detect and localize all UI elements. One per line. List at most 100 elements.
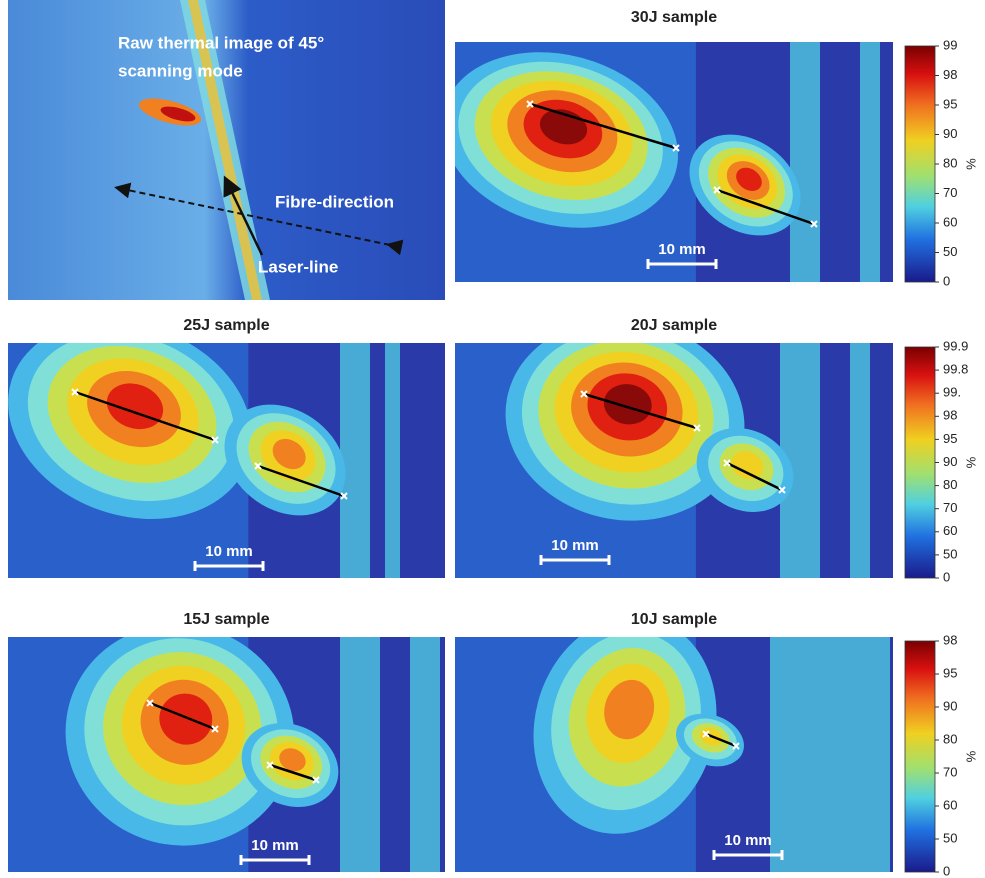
colorbar-unit: % <box>964 158 979 170</box>
scale-label: 10 mm <box>251 837 299 854</box>
crack-end <box>723 459 731 467</box>
colorbar-label: 50 <box>943 830 957 845</box>
crack-end <box>713 186 721 194</box>
scale-label: 10 mm <box>724 832 772 849</box>
colorbar-label: 98 <box>943 67 957 82</box>
crack-end <box>526 100 534 108</box>
heatmap <box>8 637 445 872</box>
colorbar-label: 70 <box>943 500 957 515</box>
colorbar-label: 80 <box>943 731 957 746</box>
edge-band <box>340 343 370 578</box>
colorbar-label: 90 <box>943 698 957 713</box>
scale-bar <box>193 561 265 571</box>
crack-end <box>266 761 274 769</box>
panel-title: 30J sample <box>631 9 717 26</box>
crack-end <box>146 699 154 707</box>
heatmap-panel: 10 mm 20J sample 99.9 99.8 99. 98 95 90 80 70 60 50… <box>455 317 979 584</box>
colorbar <box>904 45 936 283</box>
edge-band <box>340 637 380 872</box>
crack-end <box>211 436 219 444</box>
heatmap-panel: 10 mm 25J sample <box>8 317 445 578</box>
colorbar-unit: % <box>964 751 979 763</box>
scale-bar <box>646 259 718 269</box>
crack-line <box>257 464 345 498</box>
crack-end <box>810 220 818 228</box>
crack-line <box>726 461 783 492</box>
scale-bar <box>539 555 611 565</box>
colorbar-label: 95 <box>943 665 957 680</box>
panel-title: 25J sample <box>183 317 269 334</box>
colorbar-label: 80 <box>943 155 957 170</box>
crack-line <box>705 732 737 748</box>
colorbar-label: 99. <box>943 385 961 400</box>
colorbar-label: 98 <box>943 632 957 647</box>
contour <box>736 167 762 191</box>
crack-end <box>340 492 348 500</box>
panel-title: 15J sample <box>183 611 269 628</box>
scale-label: 10 mm <box>551 537 599 554</box>
hot-core <box>160 106 196 122</box>
contour <box>603 384 652 425</box>
contour <box>731 451 764 480</box>
panel-title: 10J sample <box>631 611 717 628</box>
crack-line <box>529 102 677 150</box>
colorbar-label: 50 <box>943 244 957 259</box>
crack-line <box>269 763 317 782</box>
crack-end <box>580 390 588 398</box>
crack-end <box>702 730 710 738</box>
laser-arrow <box>223 175 264 256</box>
heatmap <box>455 42 893 282</box>
heatmap <box>455 343 893 578</box>
colorbar-label: 90 <box>943 454 957 469</box>
heatmap <box>8 343 445 578</box>
colorbar-label: 60 <box>943 214 957 229</box>
colorbar-label: 80 <box>943 477 957 492</box>
colorbar-label: 60 <box>943 797 957 812</box>
crack-line <box>149 701 216 731</box>
colorbar-label: 0 <box>943 569 950 584</box>
colorbar-label: 70 <box>943 764 957 779</box>
caption-line: scanning mode <box>118 61 243 80</box>
fibre-label: Fibre-direction <box>275 192 394 211</box>
caption-line: Raw thermal image of 45° <box>118 33 324 52</box>
scale-bar <box>712 850 784 860</box>
crack-end <box>254 462 262 470</box>
colorbar-label: 0 <box>943 863 950 878</box>
colorbar-label: 90 <box>943 126 957 141</box>
crack-end <box>211 725 219 733</box>
crack-end <box>672 144 680 152</box>
edge-band <box>850 343 870 578</box>
colorbar-label: 95 <box>943 96 957 111</box>
edge-band <box>770 637 890 872</box>
scale-bar <box>239 855 311 865</box>
contour <box>604 679 655 740</box>
heatmap-panel: 10 mm 30J sample 99 98 95 90 80 70 60 50 0% <box>455 9 979 288</box>
contour <box>272 438 306 470</box>
crack-line <box>583 392 698 430</box>
colorbar-label: 0 <box>943 273 950 288</box>
contour <box>279 748 306 772</box>
fibre-arrow <box>114 182 404 256</box>
colorbar <box>904 346 936 579</box>
colorbar-label: 98 <box>943 408 957 423</box>
crack-end <box>71 388 79 396</box>
colorbar <box>904 640 936 873</box>
crack-line <box>74 390 216 442</box>
scale-label: 10 mm <box>205 543 253 560</box>
scale-label: 10 mm <box>658 241 706 258</box>
heatmap-panel: 10 mm 10J sample 98 95 90 80 70 60 50 0% <box>455 611 979 878</box>
crack-end <box>312 776 320 784</box>
edge-band <box>860 42 880 282</box>
colorbar-label: 70 <box>943 185 957 200</box>
raw-panel: Raw thermal image of 45° scanning mode F… <box>8 0 445 300</box>
heatmap <box>455 637 893 872</box>
crack-end <box>732 742 740 750</box>
colorbar-label: 99 <box>943 37 957 52</box>
colorbar-label: 95 <box>943 431 957 446</box>
heatmap-panel: 10 mm 15J sample <box>8 611 445 872</box>
panel-title: 20J sample <box>631 317 717 334</box>
colorbar-unit: % <box>964 457 979 469</box>
colorbar-label: 60 <box>943 523 957 538</box>
colorbar-label: 99.8 <box>943 362 968 377</box>
